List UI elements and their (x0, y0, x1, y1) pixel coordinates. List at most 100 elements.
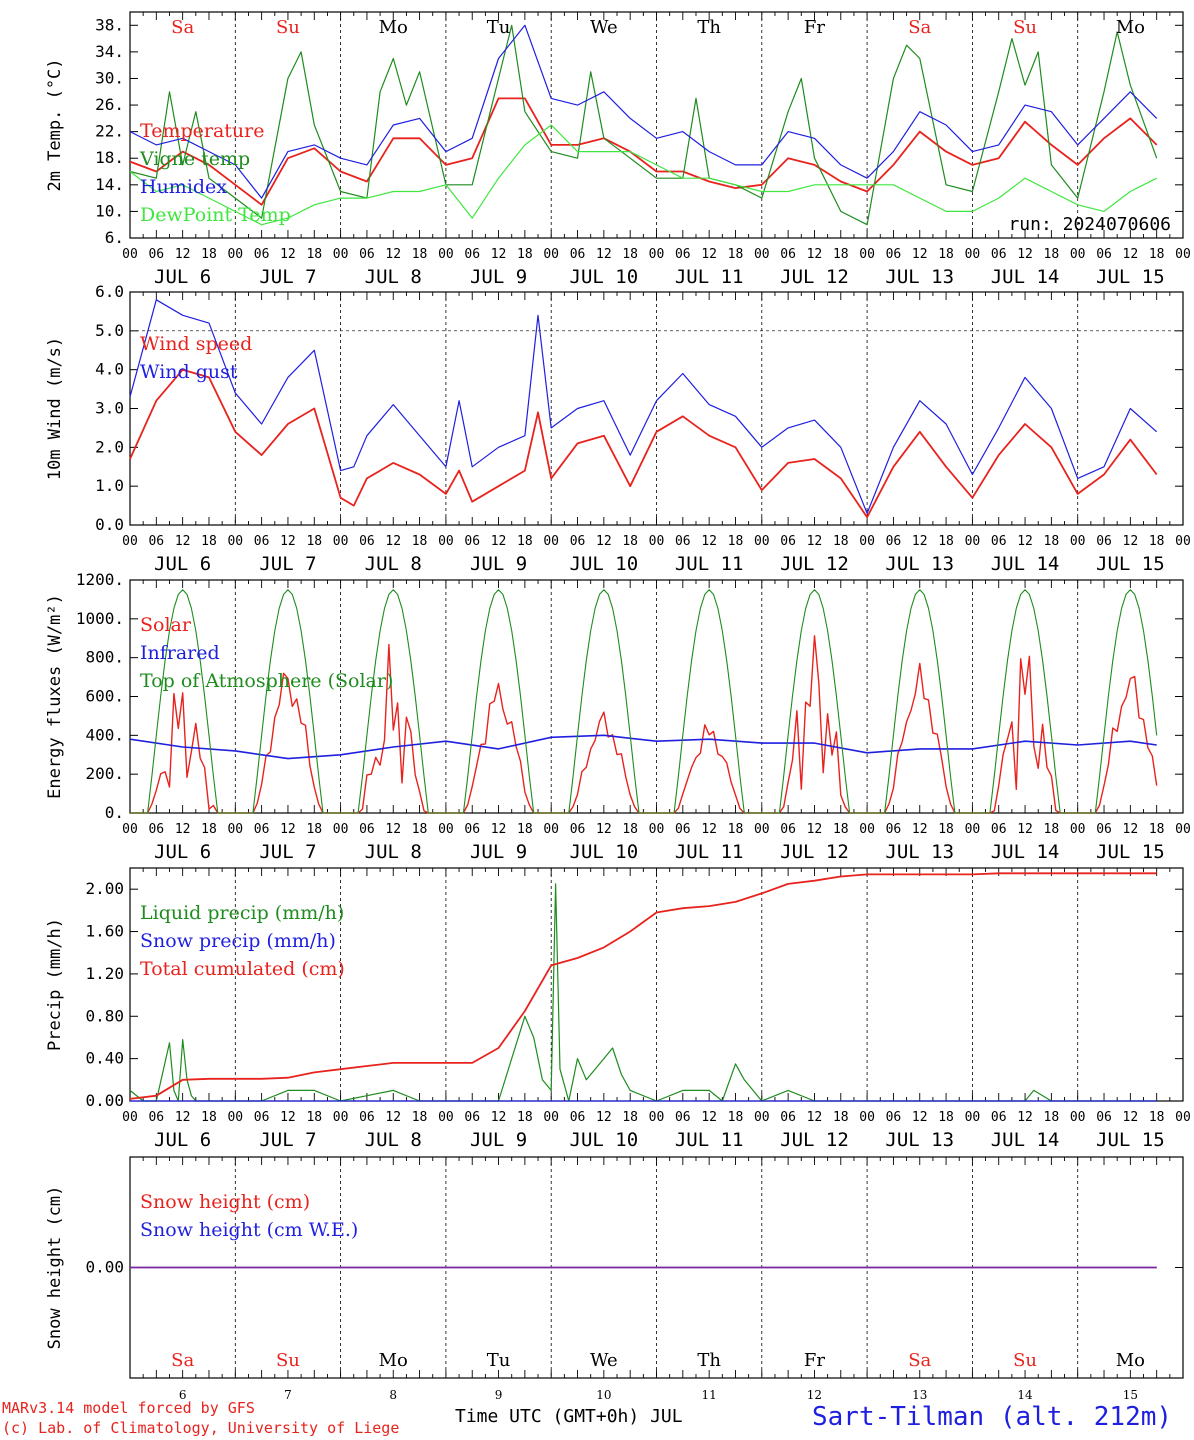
y-tick-label: 6. (105, 228, 124, 247)
hour-tick-label: 00 (227, 1110, 243, 1125)
hour-tick-label: 06 (254, 247, 270, 262)
hour-tick-label: 06 (675, 247, 691, 262)
y-tick-label: 2.00 (85, 879, 124, 898)
y-tick-label: 200. (85, 764, 124, 783)
hour-tick-label: 18 (833, 247, 849, 262)
weekday-label: We (590, 1350, 618, 1371)
hour-tick-label: 00 (754, 247, 770, 262)
date-label: JUL 8 (365, 1129, 422, 1151)
date-label: JUL 8 (365, 841, 422, 863)
hour-tick-label: 18 (833, 822, 849, 837)
solar-line (130, 635, 1158, 814)
weekday-label: Mo (379, 1350, 408, 1371)
y-axis-title: 10m Wind (m/s) (45, 337, 65, 480)
temperature-line (129, 97, 1158, 206)
hour-tick-label: 12 (807, 534, 823, 549)
hour-tick-label: 00 (965, 822, 981, 837)
hour-tick-label: 00 (122, 534, 138, 549)
y-tick-label: 30. (95, 68, 124, 87)
hour-tick-label: 12 (1017, 1110, 1033, 1125)
hour-tick-label: 12 (912, 822, 928, 837)
hour-tick-label: 00 (543, 534, 559, 549)
model-credit: MARv3.14 model forced by GFS (2, 1399, 255, 1417)
hour-tick-label: 18 (1149, 822, 1165, 837)
hour-tick-label: 18 (412, 822, 428, 837)
y-tick-label: 0.00 (85, 1091, 124, 1110)
hour-tick-label: 06 (1096, 534, 1112, 549)
panel-frames (129, 11, 1184, 1379)
date-label: JUL 10 (570, 841, 639, 863)
date-label: JUL 15 (1096, 266, 1165, 288)
legend-entry: Snow height (cm) (140, 1191, 310, 1213)
date-label: JUL 9 (470, 841, 527, 863)
hour-tick-label: 06 (148, 822, 164, 837)
y-tick-label: 38. (95, 15, 124, 34)
date-label: JUL 11 (675, 1129, 744, 1151)
y-tick-label: 400. (85, 725, 124, 744)
hour-tick-label: 00 (543, 822, 559, 837)
hour-tick-label: 06 (464, 822, 480, 837)
y-tick-label: 1.0 (95, 476, 124, 495)
y-tick-label: 800. (85, 648, 124, 667)
date-label: JUL 13 (885, 553, 954, 575)
legend-entry: Temperature (140, 120, 264, 142)
hour-tick-label: 12 (385, 822, 401, 837)
weekday-label: Fr (804, 1350, 825, 1371)
weekday-label: Sa (171, 1350, 194, 1371)
hour-tick-label: 12 (385, 1110, 401, 1125)
hour-tick-label: 00 (754, 1110, 770, 1125)
hour-tick-label: 18 (1044, 822, 1060, 837)
y-tick-label: 0.40 (85, 1049, 124, 1068)
hour-tick-label: 00 (122, 247, 138, 262)
legend-entry: Wind gust (140, 361, 238, 383)
hour-tick-label: 06 (1096, 247, 1112, 262)
hour-tick-label: 18 (201, 534, 217, 549)
hour-tick-label: 12 (175, 534, 191, 549)
hour-tick-label: 12 (175, 822, 191, 837)
hour-tick-label: 12 (491, 822, 507, 837)
hour-tick-label: 06 (464, 534, 480, 549)
hour-tick-label: 00 (859, 534, 875, 549)
weekday-label: Sa (908, 1350, 931, 1371)
total-cumulated-cm--line (129, 872, 1157, 1100)
day-number: 7 (284, 1388, 292, 1402)
date-label: JUL 7 (259, 841, 316, 863)
date-label: JUL 11 (675, 266, 744, 288)
date-label: JUL 8 (365, 553, 422, 575)
weekday-label: Mo (1116, 1350, 1145, 1371)
hour-tick-label: 18 (201, 1110, 217, 1125)
hour-tick-label: 18 (938, 822, 954, 837)
legend-entry: Wind speed (140, 333, 252, 355)
hour-tick-label: 06 (359, 534, 375, 549)
hour-tick-label: 00 (333, 1110, 349, 1125)
y-tick-label: 1000. (76, 609, 124, 628)
legend-entry: Snow height (cm W.E.) (140, 1219, 358, 1241)
day-number: 9 (495, 1388, 503, 1402)
y-tick-label: 1.60 (85, 922, 124, 941)
hour-tick-label: 12 (912, 534, 928, 549)
hour-tick-label: 12 (596, 247, 612, 262)
hour-tick-label: 12 (701, 534, 717, 549)
humidex-line (129, 24, 1158, 199)
hour-tick-label: 06 (991, 822, 1007, 837)
hour-tick-label: 18 (306, 247, 322, 262)
hour-tick-label: 18 (1149, 247, 1165, 262)
hour-tick-label: 12 (385, 534, 401, 549)
hour-tick-label: 00 (438, 534, 454, 549)
hour-tick-label: 18 (622, 1110, 638, 1125)
hour-tick-label: 12 (807, 247, 823, 262)
legend-entry: Top of Atmosphere (Solar) (140, 670, 393, 692)
hour-tick-label: 18 (622, 247, 638, 262)
hour-tick-label: 00 (965, 1110, 981, 1125)
hour-tick-label: 00 (227, 247, 243, 262)
hour-tick-label: 06 (886, 1110, 902, 1125)
hour-tick-label: 00 (438, 247, 454, 262)
date-label: JUL 7 (259, 553, 316, 575)
hour-tick-label: 18 (728, 1110, 744, 1125)
legend-entry: Solar (140, 614, 192, 636)
date-label: JUL 6 (154, 1129, 211, 1151)
date-label: JUL 9 (470, 266, 527, 288)
day-number: 15 (1123, 1388, 1138, 1402)
hour-tick-label: 12 (280, 1110, 296, 1125)
